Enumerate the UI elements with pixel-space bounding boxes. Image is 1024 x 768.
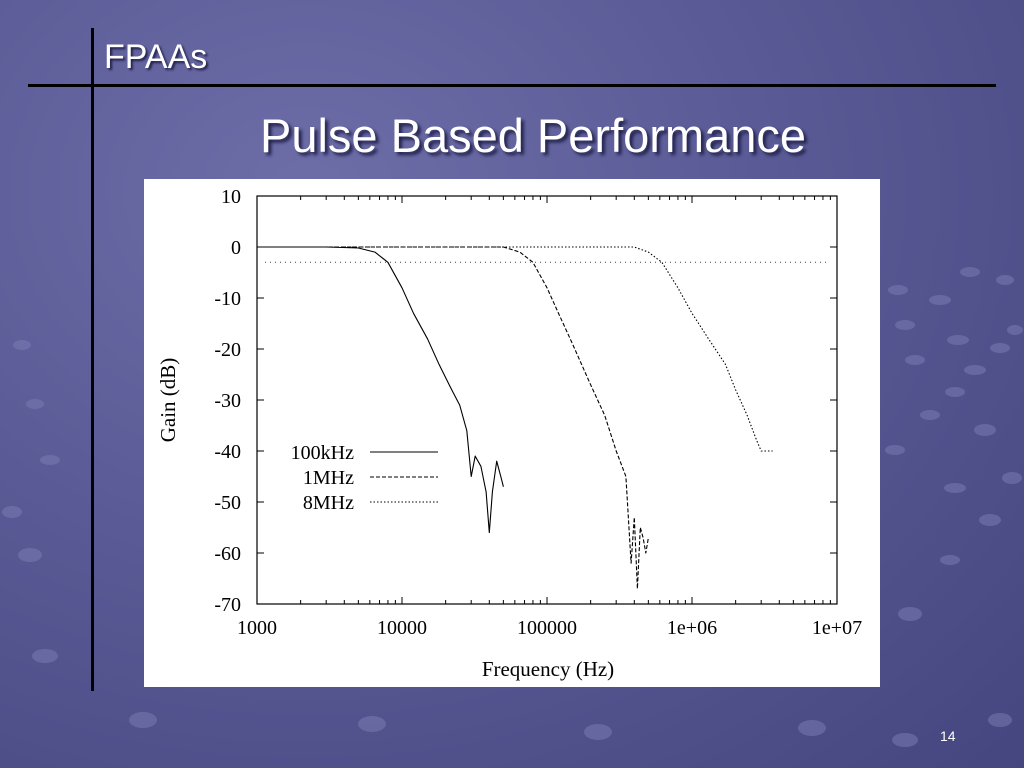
y-tick-label: -10 bbox=[214, 288, 241, 310]
series-line-8mhz bbox=[257, 246, 773, 452]
x-tick-label: 100000 bbox=[517, 617, 577, 639]
legend-label: 8MHz bbox=[303, 492, 354, 514]
y-tick-label: 10 bbox=[221, 186, 241, 208]
x-tick-label: 1000 bbox=[237, 617, 277, 639]
section-title: FPAAs bbox=[104, 38, 208, 76]
horizontal-divider bbox=[28, 84, 996, 87]
y-tick-label: 0 bbox=[231, 237, 241, 259]
slide-title: Pulse Based Performance bbox=[259, 109, 806, 162]
y-tick-label: -20 bbox=[214, 339, 241, 361]
y-tick-label: -70 bbox=[214, 594, 241, 616]
x-axis-label: Frequency (Hz) bbox=[482, 657, 614, 681]
legend-label: 1MHz bbox=[303, 467, 354, 489]
page-number: 14 bbox=[940, 728, 956, 744]
vertical-divider bbox=[91, 28, 94, 691]
y-tick-label: -60 bbox=[214, 543, 241, 565]
y-tick-label: -40 bbox=[214, 441, 241, 463]
legend-label: 100kHz bbox=[291, 442, 354, 464]
y-axis-label: Gain (dB) bbox=[156, 358, 180, 443]
series-line-1mhz bbox=[257, 246, 649, 590]
x-tick-label: 1e+06 bbox=[667, 617, 717, 639]
x-tick-label: 1e+07 bbox=[812, 617, 862, 639]
chart-panel: 10 0 -10 -20 -30 -40 -50 -60 -70 1000 10000 100000 1… bbox=[144, 179, 880, 687]
plot-frame bbox=[256, 195, 838, 605]
x-tick-label: 10000 bbox=[377, 617, 427, 639]
y-tick-label: -50 bbox=[214, 492, 241, 514]
series-line-100khz bbox=[257, 246, 504, 534]
y-tick-label: -30 bbox=[214, 390, 241, 412]
